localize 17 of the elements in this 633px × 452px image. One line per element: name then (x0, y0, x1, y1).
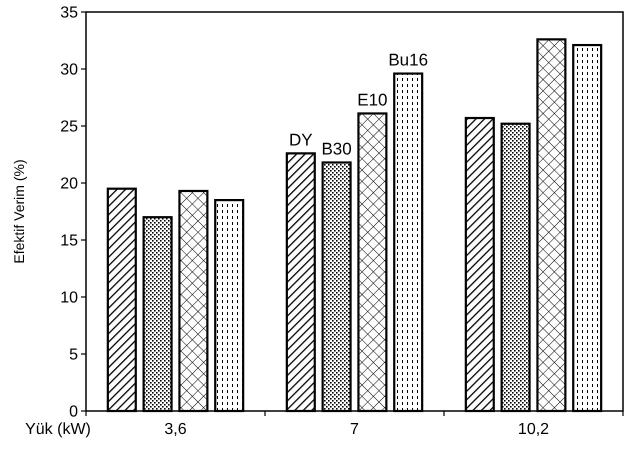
y-tick-label: 25 (60, 118, 78, 136)
series-label: Bu16 (388, 50, 428, 70)
y-tick-label: 5 (69, 346, 78, 364)
series-label: DY (288, 130, 313, 150)
y-axis-title: Efektif Verim (%) (11, 159, 27, 264)
series-label: E10 (357, 90, 388, 110)
series-label: B30 (321, 139, 352, 158)
y-tick-label: 0 (69, 404, 78, 421)
y-tick-label: 10 (60, 290, 78, 307)
x-tick-label: 10,2 (518, 421, 550, 438)
x-tick-label: 7 (350, 421, 360, 438)
x-tick-label: 3,6 (164, 421, 187, 438)
y-tick-label: 15 (60, 232, 78, 250)
y-tick-label: 30 (60, 62, 78, 79)
y-tick-label: 35 (60, 4, 78, 22)
x-axis-title: Yük (kW) (25, 421, 91, 438)
y-tick-label: 20 (60, 176, 78, 193)
